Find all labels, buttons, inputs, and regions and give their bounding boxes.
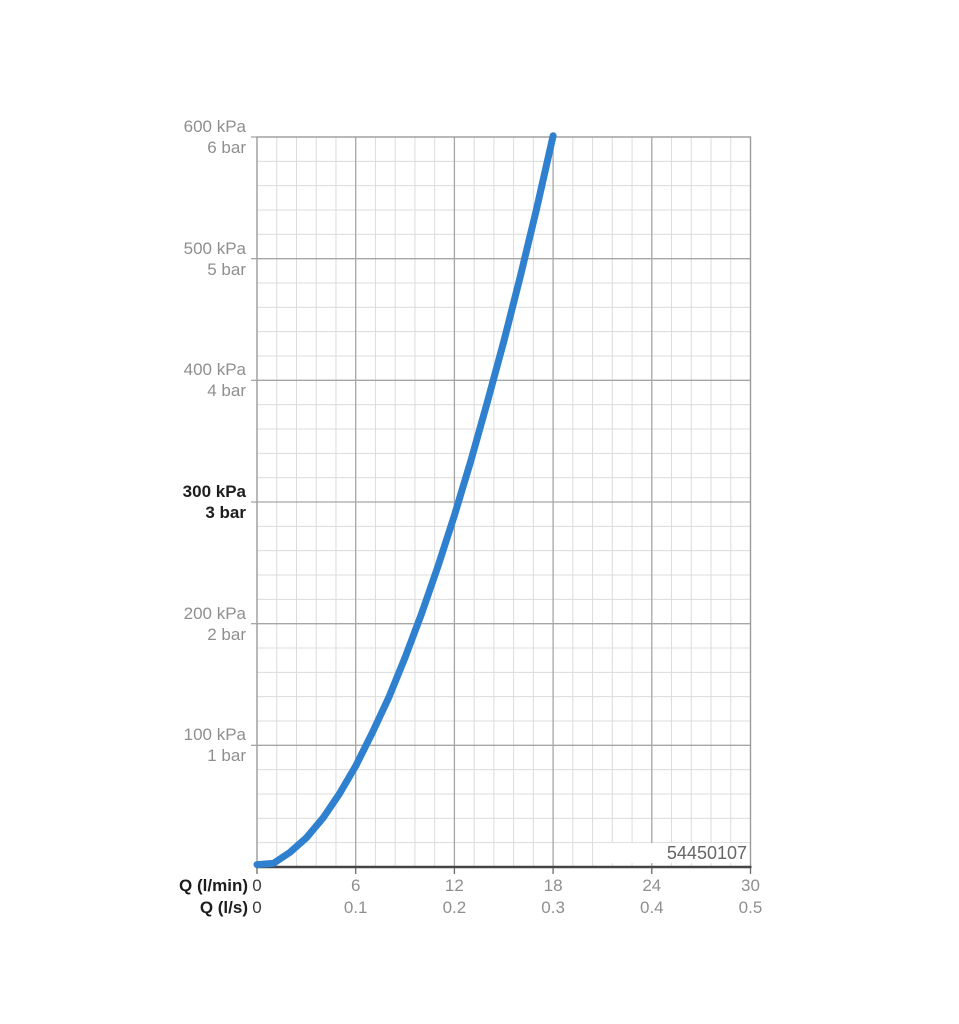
pressure-flow-curve — [253, 132, 557, 869]
